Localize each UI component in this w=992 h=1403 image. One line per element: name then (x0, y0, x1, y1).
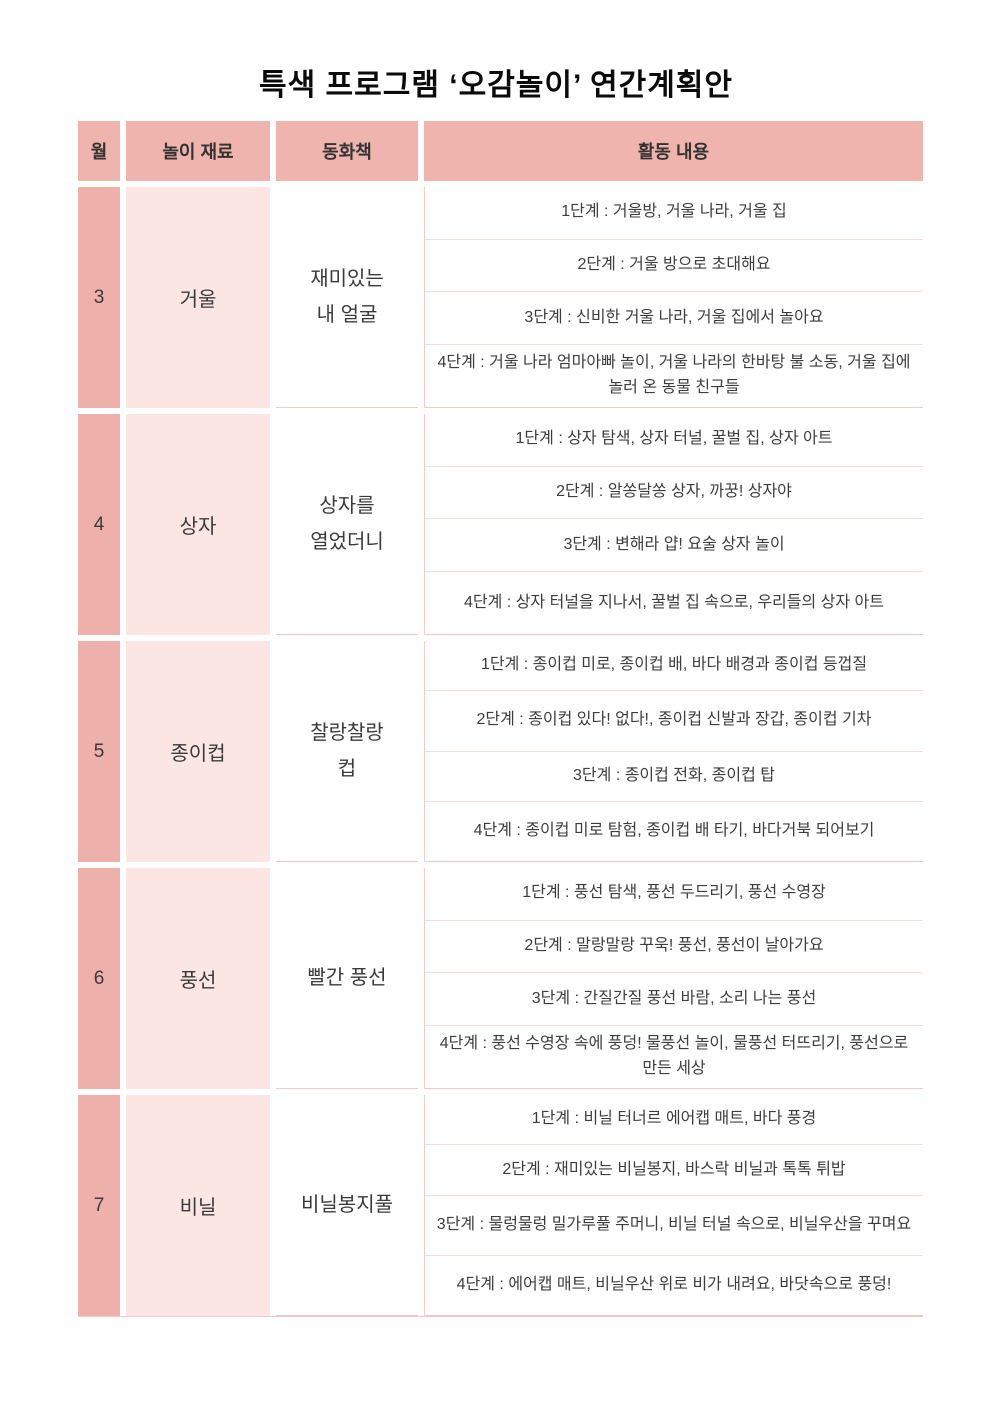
activity-stage-3: 3단계 : 신비한 거울 나라, 거울 집에서 놀아요 (425, 292, 923, 345)
column-header-1: 놀이 재료 (126, 121, 270, 181)
column-header-0: 월 (78, 121, 120, 181)
book-title-line: 빨간 풍선 (307, 967, 387, 989)
activities-cell: 1단계 : 상자 탐색, 상자 터널, 꿀벌 집, 상자 아트 2단계 : 알쏭달… (424, 414, 923, 635)
material-cell: 풍선 (126, 868, 270, 1089)
book-title-line: 내 얼굴 (316, 304, 378, 326)
book-title-line: 열었더니 (310, 531, 384, 553)
activity-stage-1: 1단계 : 거울방, 거울 나라, 거울 집 (425, 187, 923, 240)
column-header-3: 활동 내용 (424, 121, 923, 181)
activity-stage-2: 2단계 : 재미있는 비닐봉지, 바스락 비닐과 톡톡 튀밥 (425, 1145, 923, 1196)
page-title: 특색 프로그램 ‘오감놀이’ 연간계획안 (258, 69, 734, 102)
activity-stage-4: 4단계 : 종이컵 미로 탐험, 종이컵 배 타기, 바다거북 되어보기 (473, 821, 875, 839)
material-cell: 종이컵 (126, 641, 270, 862)
month-cell: 6 (78, 868, 120, 1089)
activity-stage-3: 3단계 : 물렁물렁 밀가루풀 주머니, 비닐 터널 속으로, 비닐우산을 꾸며… (425, 1196, 923, 1256)
book-title-line: 상자를 (319, 495, 375, 517)
activity-stage-4: 4단계 : 상자 터널을 지나서, 꿀벌 집 속으로, 우리들의 상자 아트 (464, 593, 884, 611)
table-row: 7 비닐 비닐봉지풀 1단계 : 비닐 터너르 에어캡 매트, 바다 풍경 2단계… (78, 1095, 923, 1316)
book-title-line: 컵 (337, 758, 357, 780)
activity-stage-2: 2단계 : 거울 방으로 초대해요 (425, 240, 923, 293)
activity-stage-2: 2단계 : 알쏭달쏭 상자, 까꿍! 상자야 (425, 467, 923, 520)
month-cell: 3 (78, 187, 120, 408)
month-cell: 7 (78, 1095, 120, 1316)
activity-stage-3: 3단계 : 간질간질 풍선 바람, 소리 나는 풍선 (425, 973, 923, 1026)
activities-cell: 1단계 : 풍선 탐색, 풍선 두드리기, 풍선 수영장 2단계 : 말랑말랑 꾸… (424, 868, 923, 1089)
activities-cell: 1단계 : 거울방, 거울 나라, 거울 집 2단계 : 거울 방으로 초대해요 3… (424, 187, 923, 408)
activities-cell: 1단계 : 종이컵 미로, 종이컵 배, 바다 배경과 종이컵 등껍질 2단계 :… (424, 641, 923, 862)
activity-stage-1: 1단계 : 종이컵 미로, 종이컵 배, 바다 배경과 종이컵 등껍질 (425, 641, 923, 692)
material-cell: 거울 (126, 187, 270, 408)
activities-cell: 1단계 : 비닐 터너르 에어캡 매트, 바다 풍경 2단계 : 재미있는 비닐봉… (424, 1095, 923, 1316)
book-cell: 빨간 풍선 (276, 868, 418, 1089)
book-title-line: 찰랑찰랑 (310, 722, 384, 744)
table-row: 6 풍선 빨간 풍선 1단계 : 풍선 탐색, 풍선 두드리기, 풍선 수영장 2… (78, 868, 923, 1089)
activity-stage-2: 2단계 : 말랑말랑 꾸욱! 풍선, 풍선이 날아가요 (425, 921, 923, 974)
activity-stage-4: 4단계 : 풍선 수영장 속에 풍덩! 물풍선 놀이, 물풍선 터뜨리기, 풍선… (439, 1035, 909, 1077)
activity-stage-4: 4단계 : 에어캡 매트, 비닐우산 위로 비가 내려요, 바닷속으로 풍덩! (456, 1275, 892, 1293)
activity-stage-2: 2단계 : 종이컵 있다! 없다!, 종이컵 신발과 장갑, 종이컵 기차 (425, 691, 923, 752)
activity-stage-1: 1단계 : 비닐 터너르 에어캡 매트, 바다 풍경 (425, 1095, 923, 1146)
book-title-line: 재미있는 (310, 268, 384, 290)
material-cell: 비닐 (126, 1095, 270, 1316)
book-title-line: 비닐봉지풀 (301, 1194, 393, 1216)
activity-stage-1: 1단계 : 상자 탐색, 상자 터널, 꿀벌 집, 상자 아트 (425, 414, 923, 467)
month-cell: 5 (78, 641, 120, 862)
activity-stage-1: 1단계 : 풍선 탐색, 풍선 두드리기, 풍선 수영장 (425, 868, 923, 921)
activity-stage-4: 4단계 : 거울 나라 엄마아빠 놀이, 거울 나라의 한바탕 불 소동, 거울… (437, 354, 911, 396)
material-cell: 상자 (126, 414, 270, 635)
month-cell: 4 (78, 414, 120, 635)
table-body: 3 거울 재미있는 내 얼굴 1단계 : 거울방, 거울 나라, 거울 집 2단계 … (78, 187, 923, 1316)
table-header-row: 월 놀이 재료 동화책 활동 내용 (78, 121, 923, 181)
activity-stage-3: 3단계 : 변해라 얍! 요술 상자 놀이 (425, 519, 923, 572)
book-cell: 비닐봉지풀 (276, 1095, 418, 1316)
activity-stage-3: 3단계 : 종이컵 전화, 종이컵 탑 (425, 752, 923, 802)
column-header-2: 동화책 (276, 121, 418, 181)
